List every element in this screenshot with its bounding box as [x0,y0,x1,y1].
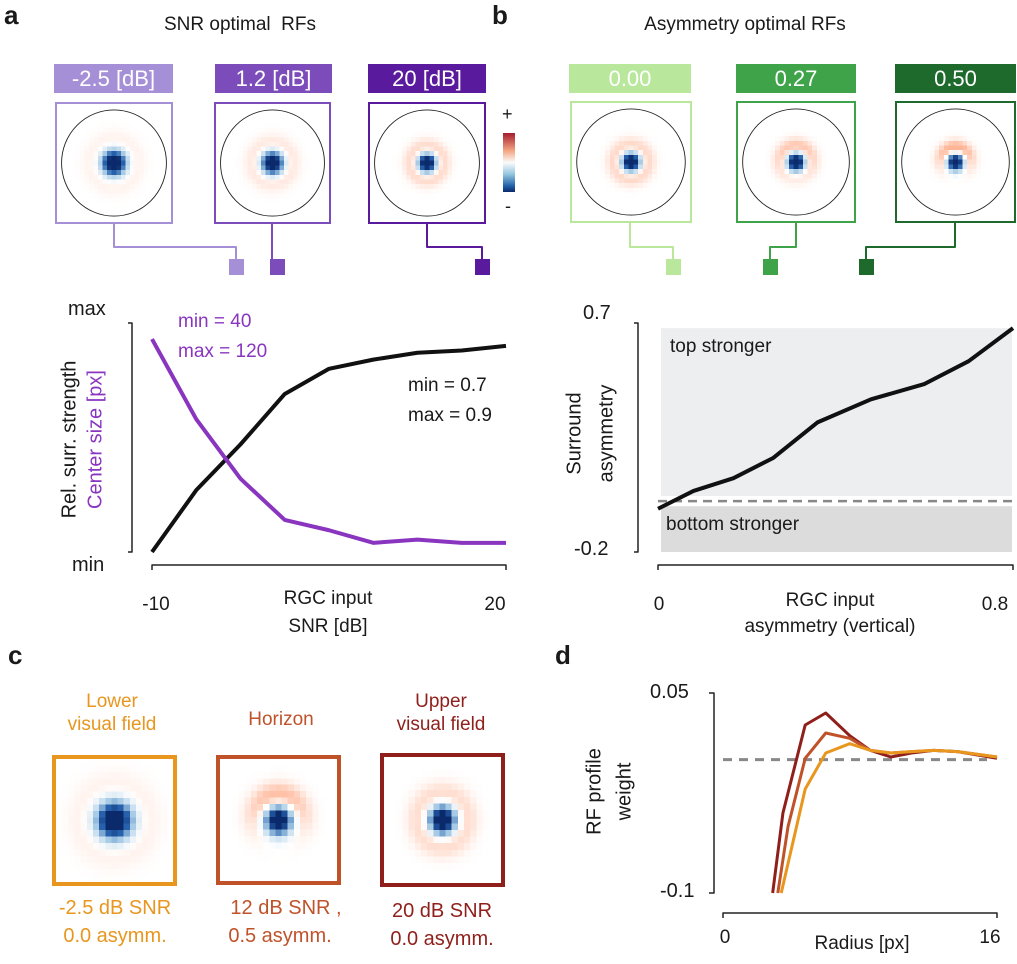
rf-image-snr-high [368,102,486,224]
caption-asym: 0.5 asymm. [228,925,332,947]
region-label-bottom: bottom stronger [666,514,800,535]
x-label-line2: SNR [dB] [288,616,368,637]
y-tick-max: max [68,298,106,320]
rf-image-snr-mid [214,102,331,224]
x-label-line2: asymmetry (vertical) [744,616,916,637]
y-tick-min: min [72,554,105,576]
panel-letter-a: a [4,0,19,30]
snr-marker-square [475,259,490,275]
rf-label-snr-low: -2.5 [dB] [54,64,173,93]
snr-marker-square [270,259,285,275]
y-tick-label: 0.7 [583,302,611,324]
location-title-upper: Upper visual field [396,691,486,735]
x-axis-label: Radius [px] [814,933,910,954]
colorbar-plus-label: + [502,104,513,124]
x-label-line1: RGC input [785,590,875,611]
annotation-surr-max: max = 0.9 [408,405,492,426]
asym-marker-square [859,259,874,275]
panel-letter-d: d [555,640,571,670]
rf-image-lower [52,755,177,886]
series-line [150,338,506,545]
connector-line [113,224,237,260]
y-tick-label: -0.2 [574,538,609,560]
x-tick-label: 20 [484,594,506,615]
rf-image-asym-027 [736,101,856,223]
x-tick-label: 0.8 [981,594,1009,615]
x-axis [657,564,1014,570]
x-axis [722,912,998,918]
region-label-top: top stronger [670,336,772,357]
rf-label-asym-050: 0.50 [895,64,1016,93]
caption-snr: -2.5 dB SNR [58,897,172,919]
rf-boundary-circle [897,103,1014,221]
annotation-center-max: max = 120 [178,341,268,362]
connector-line [426,224,483,260]
location-title-horizon: Horizon [248,709,314,730]
snr-marker-square [229,259,244,275]
rf-label-asym-0: 0.00 [569,64,691,93]
y-axis [128,322,133,553]
asym-marker-square [763,259,778,275]
colorbar [503,133,515,192]
rf-boundary-circle [216,104,329,222]
series-line [150,343,507,554]
connector-line [629,223,674,260]
rf-label-asym-027: 0.27 [736,64,856,93]
panel-letter-c: c [8,640,23,670]
rf-image-asym-050 [895,101,1016,223]
caption-snr: 12 dB SNR , [230,897,342,919]
connector-line [865,223,956,260]
series-line [779,742,998,894]
asym-marker-square [666,259,681,275]
rf-label-snr-mid: 1.2 [dB] [215,64,332,93]
x-axis [151,564,507,570]
rf-image-snr-low [55,102,173,224]
panel-letter-b: b [492,0,508,30]
annotation-surr-min: min = 0.7 [408,375,487,396]
panel-b-title: Asymmetry optimal RFs [644,14,846,35]
y-axis [709,692,715,894]
rf-label-snr-high: 20 [dB] [368,64,486,93]
shaded-region [661,506,1012,552]
rf-boundary-circle [572,103,690,221]
x-label-line1: RGC input [283,588,373,609]
y-tick-label: 0.05 [650,681,689,703]
rf-boundary-circle [57,104,171,222]
rf-image-upper [380,753,505,887]
caption-asym: 0.0 asymm. [63,925,167,947]
rf-image-asym-0 [570,101,692,223]
y-tick-label: -0.1 [660,880,695,902]
series-line [771,711,998,894]
x-tick-label: 16 [979,927,1001,948]
rf-image-horizon [216,755,341,885]
colorbar-minus-label: - [505,196,511,216]
connector-line [769,223,797,260]
panel-a-title: SNR optimal RFs [163,14,317,35]
rf-boundary-circle [738,103,854,221]
caption-snr: 20 dB SNR [391,900,493,922]
y-axis [634,322,639,553]
x-tick-label: 0 [653,594,665,615]
location-title-lower: Lower visual field [67,691,157,735]
rf-boundary-circle [370,104,484,222]
annotation-center-min: min = 40 [178,311,252,332]
series-line [657,326,1015,511]
caption-asym: 0.0 asymm. [390,928,494,950]
x-tick-label: 0 [719,927,731,948]
x-tick-label: -10 [142,594,170,615]
